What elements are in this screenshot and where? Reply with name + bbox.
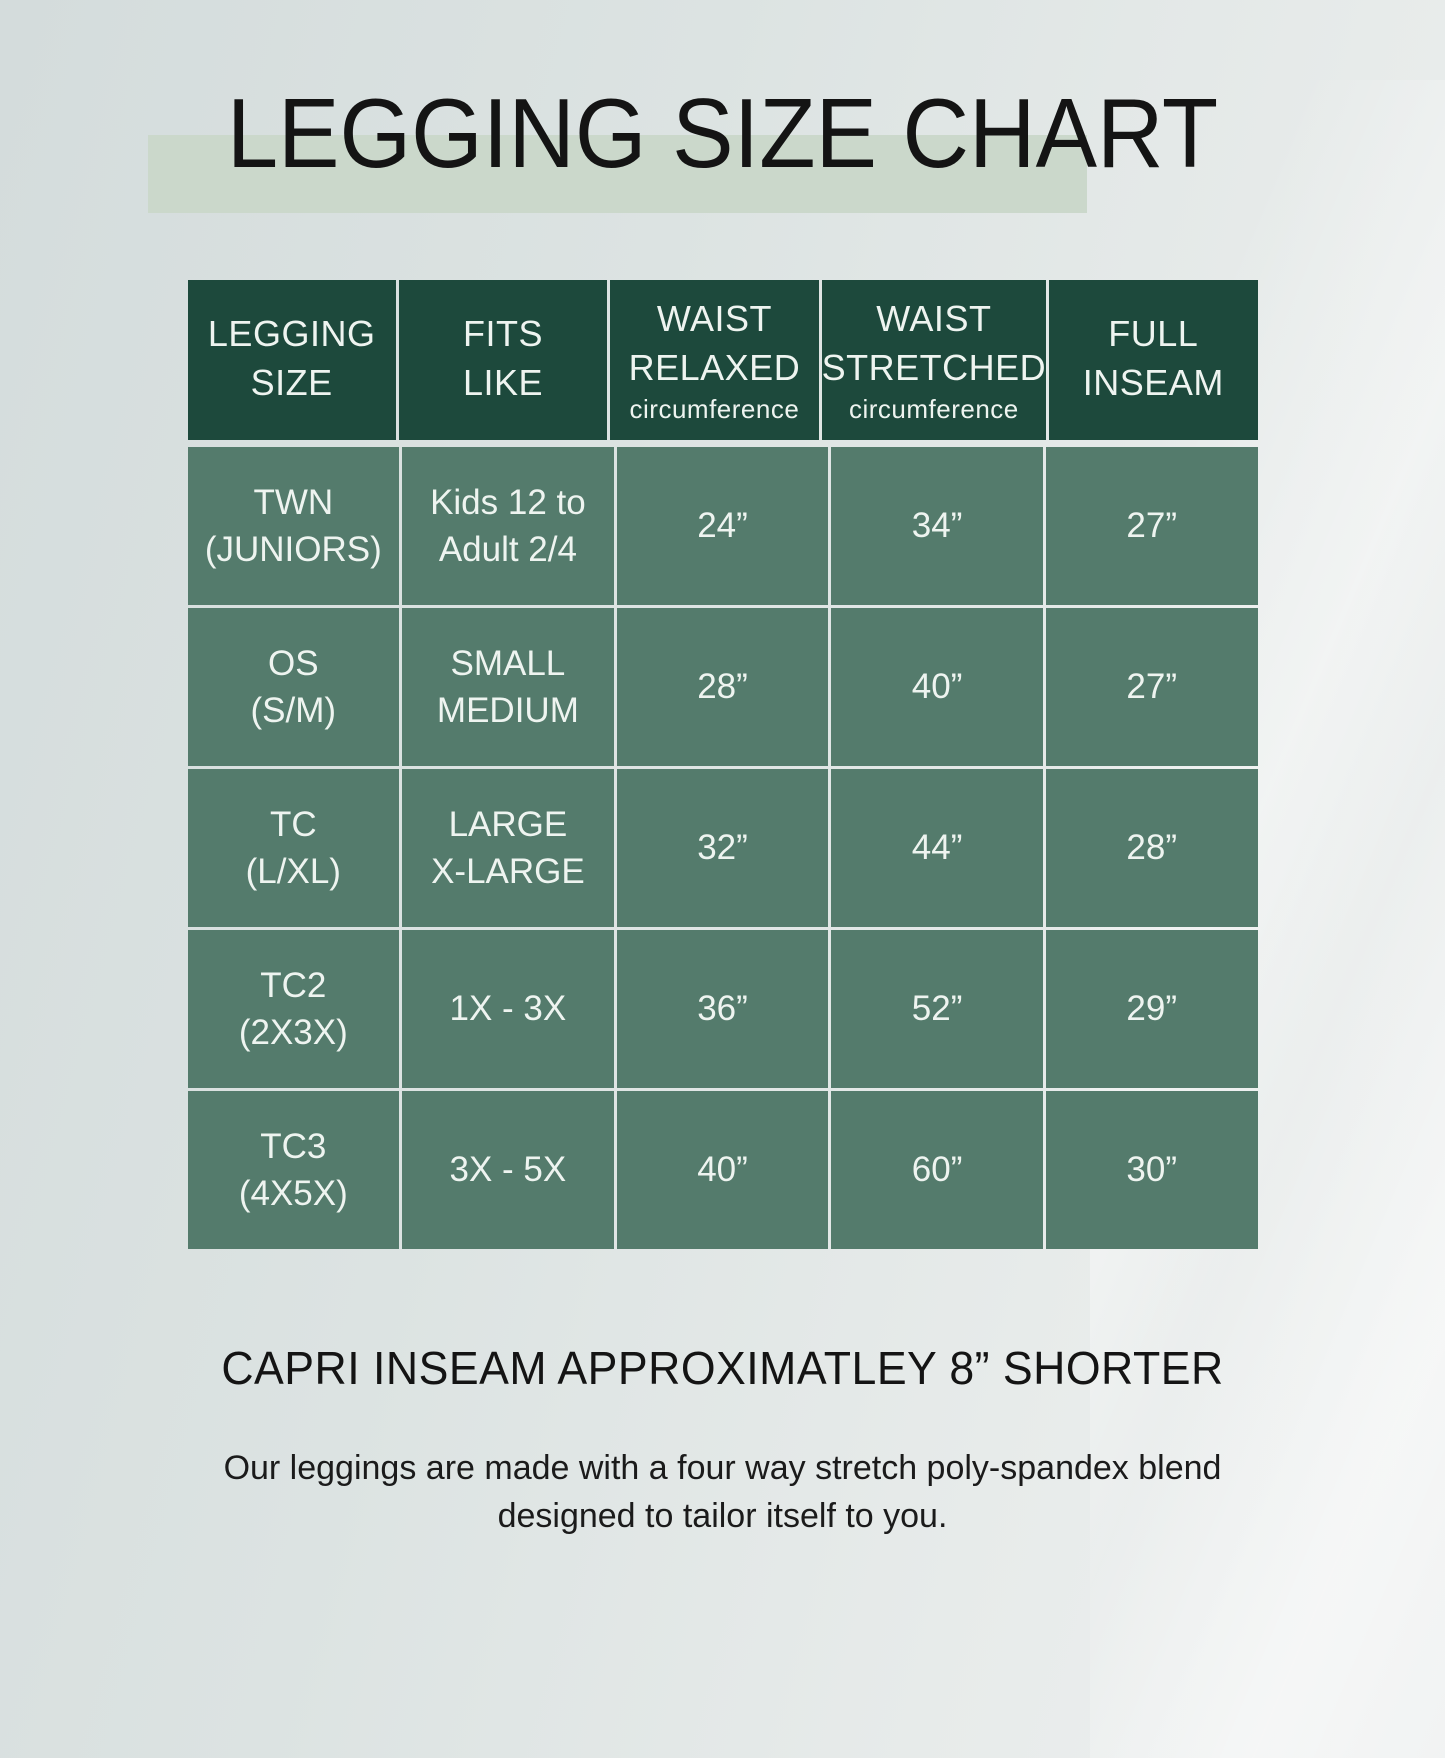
cell-waist-stretched: 60”: [831, 1091, 1043, 1249]
cell-text: 27”: [1126, 506, 1177, 546]
cell-legging-size: TC (L/XL): [187, 769, 400, 927]
header-label: LIKE: [463, 361, 544, 403]
capri-inseam-note: CAPRI INSEAM APPROXIMATLEY 8” SHORTER: [221, 1342, 1224, 1394]
cell-legging-size: OS (S/M): [187, 608, 400, 766]
cell-text: (2X3X): [238, 1013, 348, 1052]
header-label: LEGGING: [207, 312, 376, 354]
header-cell-waist-relaxed: WAIST RELAXED circumference: [610, 280, 819, 440]
cell-text: 40”: [911, 667, 963, 707]
table-header-row: LEGGING SIZE FITS LIKE WAIST RELAXED cir…: [187, 280, 1258, 440]
cell-fits-like: Kids 12 to Adult 2/4: [402, 447, 614, 605]
header-cell-waist-stretched: WAIST STRETCHED circumference: [821, 280, 1047, 440]
cell-fits-like: 3X - 5X: [402, 1091, 614, 1249]
cell-text: 44”: [911, 828, 963, 868]
cell-full-inseam: 27”: [1045, 608, 1258, 766]
cell-full-inseam: 29”: [1045, 930, 1258, 1088]
fabric-description-line2: designed to tailor itself to you.: [497, 1496, 948, 1535]
cell-text: (JUNIORS): [204, 530, 382, 569]
fabric-description-line1: Our leggings are made with a four way st…: [223, 1449, 1222, 1487]
cell-fits-like: SMALL MEDIUM: [402, 608, 614, 766]
cell-text: 36”: [697, 989, 748, 1029]
cell-text: TC2: [260, 965, 327, 1005]
header-label: FULL: [1108, 312, 1199, 354]
header-label: FITS: [463, 312, 544, 354]
header-sublabel: circumference: [629, 394, 800, 425]
cell-text: X-LARGE: [431, 852, 585, 891]
cell-text: TWN: [253, 482, 334, 522]
page-title: LEGGING SIZE CHART: [226, 78, 1219, 188]
cell-full-inseam: 30”: [1045, 1091, 1258, 1249]
table-body: TWN (JUNIORS) Kids 12 to Adult 2/4 24” 3…: [187, 447, 1258, 1249]
cell-text: SMALL: [450, 643, 566, 683]
cell-waist-stretched: 34”: [831, 447, 1043, 605]
cell-text: 52”: [911, 989, 963, 1029]
title-section: LEGGING SIZE CHART: [0, 78, 1445, 213]
cell-text: 1X - 3X: [449, 989, 567, 1029]
cell-legging-size: TC3 (4X5X): [187, 1091, 400, 1249]
cell-text: 60”: [911, 1150, 963, 1190]
header-label: INSEAM: [1082, 361, 1224, 403]
cell-waist-relaxed: 32”: [616, 769, 829, 927]
cell-text: 28”: [697, 667, 748, 707]
cell-text: 27”: [1126, 667, 1177, 707]
cell-text: TC: [269, 804, 317, 844]
cell-text: TC3: [260, 1126, 327, 1166]
header-label: WAIST: [656, 297, 772, 339]
cell-waist-stretched: 44”: [831, 769, 1043, 927]
cell-legging-size: TWN (JUNIORS): [187, 447, 400, 605]
cell-text: Kids 12 to: [430, 482, 586, 522]
cell-text: 40”: [697, 1150, 748, 1190]
cell-text: Adult 2/4: [438, 530, 577, 569]
cell-waist-stretched: 40”: [831, 608, 1043, 766]
cell-fits-like: LARGE X-LARGE: [402, 769, 614, 927]
cell-text: (4X5X): [238, 1174, 348, 1213]
cell-waist-relaxed: 28”: [616, 608, 829, 766]
cell-text: 3X - 5X: [449, 1150, 567, 1190]
header-cell-full-inseam: FULL INSEAM: [1049, 280, 1258, 440]
cell-text: OS: [268, 643, 319, 683]
cell-fits-like: 1X - 3X: [402, 930, 614, 1088]
size-chart-table: LEGGING SIZE FITS LIKE WAIST RELAXED cir…: [187, 280, 1258, 1249]
header-label: WAIST: [876, 297, 992, 339]
cell-text: 24”: [697, 506, 748, 546]
cell-text: (L/XL): [245, 852, 341, 891]
cell-text: 34”: [911, 506, 963, 546]
title-highlight-bar: [148, 135, 1087, 213]
cell-text: MEDIUM: [436, 691, 579, 730]
cell-full-inseam: 27”: [1045, 447, 1258, 605]
cell-legging-size: TC2 (2X3X): [187, 930, 400, 1088]
cell-waist-relaxed: 36”: [616, 930, 829, 1088]
cell-waist-relaxed: 40”: [616, 1091, 829, 1249]
header-cell-fits-like: FITS LIKE: [398, 280, 608, 440]
header-label: STRETCHED: [821, 346, 1047, 388]
cell-waist-stretched: 52”: [831, 930, 1043, 1088]
fabric-description: Our leggings are made with a four way st…: [0, 1445, 1445, 1540]
cell-text: 30”: [1126, 1150, 1177, 1190]
cell-text: (S/M): [250, 691, 337, 730]
cell-full-inseam: 28”: [1045, 769, 1258, 927]
cell-waist-relaxed: 24”: [616, 447, 829, 605]
header-sublabel: circumference: [848, 394, 1019, 425]
cell-text: 29”: [1126, 989, 1177, 1029]
header-label: SIZE: [250, 361, 333, 403]
cell-text: 32”: [697, 828, 748, 868]
cell-text: LARGE: [448, 804, 568, 844]
header-label: RELAXED: [628, 346, 801, 388]
cell-text: 28”: [1126, 828, 1177, 868]
header-cell-legging-size: LEGGING SIZE: [187, 280, 396, 440]
